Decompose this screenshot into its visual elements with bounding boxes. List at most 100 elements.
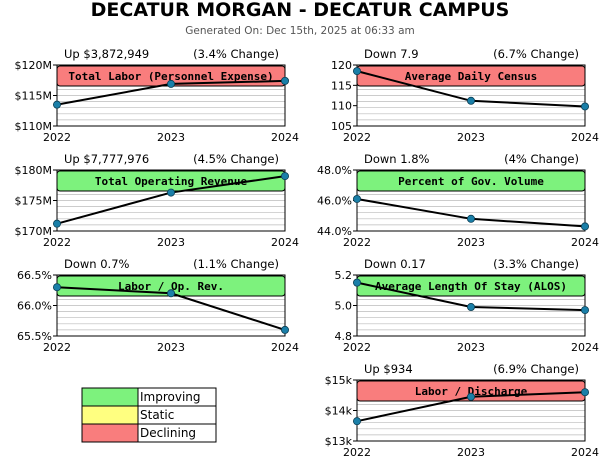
plot-frame <box>356 64 586 127</box>
legend-item-declining: Declining <box>81 423 217 443</box>
y-tick-label: 120 <box>331 59 352 72</box>
chart-panel: Down 7.9 (6.7% Change) Average Daily Censu… <box>331 47 599 144</box>
x-tick-label: 2023 <box>157 341 185 354</box>
x-tick-label: 2024 <box>571 131 599 144</box>
data-point <box>352 278 361 287</box>
panel-title-box <box>356 170 586 192</box>
panel-title: Average Length Of Stay (ALOS) <box>375 280 567 293</box>
change-summary: Up $934 <box>364 362 413 376</box>
data-point <box>581 388 590 397</box>
x-tick-label: 2024 <box>571 446 599 459</box>
change-summary: Down 7.9 <box>364 47 419 61</box>
y-tick-label: 4.8 <box>335 330 353 343</box>
generated-timestamp: Generated On: Dec 15th, 2025 at 06:33 am <box>185 25 415 37</box>
y-tick-label: $13k <box>325 435 353 448</box>
x-tick-label: 2024 <box>271 236 299 249</box>
y-tick-label: 46.0% <box>317 195 352 208</box>
x-tick-label: 2022 <box>43 341 71 354</box>
x-tick-label: 2022 <box>343 131 371 144</box>
change-summary: Down 1.8% <box>364 152 430 166</box>
x-tick-label: 2024 <box>571 236 599 249</box>
y-tick-label: 66.5% <box>17 269 52 282</box>
y-tick-label: $14k <box>325 405 353 418</box>
x-tick-label: 2023 <box>457 236 485 249</box>
y-tick-label: 66.0% <box>17 300 52 313</box>
panel-title-box <box>356 65 586 87</box>
data-point <box>581 102 590 111</box>
legend-label: Static <box>140 408 174 422</box>
chart-panel: Up $934 (6.9% Change)Labor / Discharge$13… <box>325 362 599 459</box>
change-percent: (6.7% Change) <box>493 47 579 61</box>
change-percent: (1.1% Change) <box>193 257 279 271</box>
data-point <box>166 79 175 88</box>
data-point <box>466 392 475 401</box>
y-tick-label: 44.0% <box>317 225 352 238</box>
legend-swatch <box>81 405 139 425</box>
y-tick-label: $180M <box>15 164 53 177</box>
y-tick-label: $115M <box>15 90 53 103</box>
data-point <box>53 283 62 292</box>
legend-item-improving: Improving <box>81 387 217 407</box>
data-point <box>466 214 475 223</box>
y-tick-label: 110 <box>331 100 352 113</box>
legend-swatch <box>81 423 139 443</box>
legend-label-box <box>137 423 217 443</box>
x-tick-label: 2024 <box>271 341 299 354</box>
chart-panel: Down 1.8% (4% Change) Percent of Gov. Volu… <box>317 152 599 249</box>
legend-item-static: Static <box>81 405 217 425</box>
chart-panel: Down 0.17 (3.3% Change) Average Length Of … <box>335 257 600 354</box>
x-tick-label: 2024 <box>271 131 299 144</box>
data-point <box>166 188 175 197</box>
data-point <box>53 219 62 228</box>
data-point <box>352 194 361 203</box>
data-point <box>581 222 590 231</box>
data-point <box>53 100 62 109</box>
x-tick-label: 2022 <box>43 131 71 144</box>
panel-title: Labor / Op. Rev. <box>118 280 224 293</box>
x-tick-label: 2023 <box>157 236 185 249</box>
change-summary: Down 0.17 <box>364 257 426 271</box>
data-point <box>280 172 289 181</box>
chart-panels: Up $3,872,949 (3.4% Change) Total Labor (P… <box>15 47 600 459</box>
x-tick-label: 2023 <box>457 131 485 144</box>
dashboard-title: DECATUR MORGAN - DECATUR CAMPUS <box>91 0 510 21</box>
x-tick-label: 2023 <box>457 341 485 354</box>
panel-title: Total Labor (Personnel Expense) <box>68 70 273 83</box>
y-tick-label: 105 <box>331 120 352 133</box>
data-point <box>352 67 361 76</box>
y-tick-label: 65.5% <box>17 330 52 343</box>
chart-panel: Down 0.7% (1.1% Change) Labor / Op. Rev. 65… <box>17 257 299 354</box>
change-summary: Down 0.7% <box>64 257 130 271</box>
y-tick-label: 5.2 <box>335 269 353 282</box>
x-tick-label: 2024 <box>571 341 599 354</box>
change-percent: (4.5% Change) <box>193 152 279 166</box>
y-tick-label: 115 <box>331 79 352 92</box>
change-summary: Up $3,872,949 <box>64 47 149 61</box>
y-tick-label: $15k <box>325 374 353 387</box>
change-summary: Up $7,777,976 <box>64 152 149 166</box>
data-point <box>280 76 289 85</box>
x-tick-label: 2022 <box>43 236 71 249</box>
data-point <box>466 303 475 312</box>
y-tick-label: $170M <box>15 225 53 238</box>
panel-title: Average Daily Census <box>405 70 537 83</box>
y-tick-label: $120M <box>15 59 53 72</box>
panel-title: Total Operating Revenue <box>95 175 248 188</box>
y-tick-label: 5.0 <box>335 300 353 313</box>
change-percent: (4% Change) <box>504 152 579 166</box>
data-point <box>280 325 289 334</box>
y-tick-label: 48.0% <box>317 164 352 177</box>
change-percent: (3.4% Change) <box>193 47 279 61</box>
data-point <box>466 96 475 105</box>
legend-swatch <box>81 387 139 407</box>
y-tick-label: $175M <box>15 195 53 208</box>
y-tick-label: $110M <box>15 120 53 133</box>
x-tick-label: 2022 <box>343 446 371 459</box>
data-point <box>166 289 175 298</box>
chart-panel: Up $7,777,976 (4.5% Change) Total Operatin… <box>15 152 300 249</box>
status-legend: Improving Static Declining <box>81 387 217 443</box>
change-percent: (6.9% Change) <box>493 362 579 376</box>
x-tick-label: 2023 <box>157 131 185 144</box>
x-tick-label: 2022 <box>343 341 371 354</box>
